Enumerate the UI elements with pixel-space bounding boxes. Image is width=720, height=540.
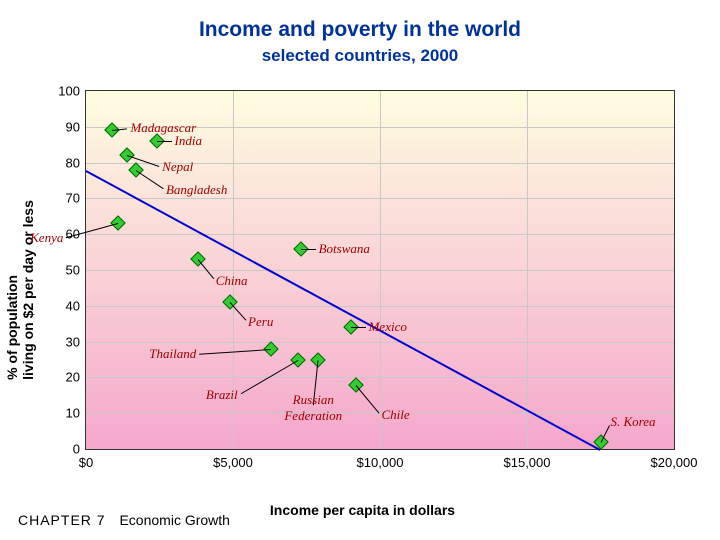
y-tick-label: 40 xyxy=(66,298,80,313)
x-tick-label: $5,000 xyxy=(213,455,253,470)
x-tick-label: $15,000 xyxy=(504,455,551,470)
leader-line xyxy=(301,249,316,250)
x-tick-label: $20,000 xyxy=(651,455,698,470)
y-tick-label: 10 xyxy=(66,406,80,421)
data-label: China xyxy=(216,273,248,289)
chart-subtitle: selected countries, 2000 xyxy=(0,42,720,66)
data-label: RussianFederation xyxy=(284,392,342,424)
x-tick-label: $0 xyxy=(79,455,93,470)
data-point xyxy=(310,352,326,368)
data-label: Bangladesh xyxy=(166,182,227,198)
leader-line xyxy=(136,170,164,189)
data-label: India xyxy=(175,133,202,149)
slide-footer: CHAPTER 7 Economic Growth xyxy=(18,512,230,528)
plot-area: 0102030405060708090100$0$5,000$10,000$15… xyxy=(85,90,675,450)
data-label: Mexico xyxy=(369,319,407,335)
data-label: Chile xyxy=(381,407,409,423)
gridline-vertical xyxy=(380,91,381,449)
leader-line xyxy=(199,349,271,355)
topic-label: Economic Growth xyxy=(119,512,229,528)
chart-container: % of populationliving on $2 per day or l… xyxy=(30,90,695,490)
x-tick-label: $10,000 xyxy=(357,455,404,470)
chapter-label: CHAPTER 7 xyxy=(18,512,106,528)
y-tick-label: 50 xyxy=(66,263,80,278)
trend-line xyxy=(86,170,601,451)
data-label: Thailand xyxy=(149,346,196,362)
data-label: S. Korea xyxy=(611,414,656,430)
x-axis-label: Income per capita in dollars xyxy=(270,502,455,518)
leader-line xyxy=(157,141,172,142)
y-tick-label: 80 xyxy=(66,155,80,170)
leader-line xyxy=(351,327,366,328)
data-label: Nepal xyxy=(162,159,193,175)
data-label: Kenya xyxy=(30,230,63,246)
data-label: Peru xyxy=(248,314,273,330)
data-label: Botswana xyxy=(319,241,370,257)
y-tick-label: 90 xyxy=(66,119,80,134)
y-axis-label: % of populationliving on $2 per day or l… xyxy=(4,200,36,380)
chart-title: Income and poverty in the world xyxy=(0,0,720,42)
y-tick-label: 20 xyxy=(66,370,80,385)
y-tick-label: 70 xyxy=(66,191,80,206)
gridline-vertical xyxy=(527,91,528,449)
y-tick-label: 100 xyxy=(58,84,80,99)
leader-line xyxy=(356,385,380,413)
data-label: Brazil xyxy=(206,387,238,403)
y-tick-label: 30 xyxy=(66,334,80,349)
